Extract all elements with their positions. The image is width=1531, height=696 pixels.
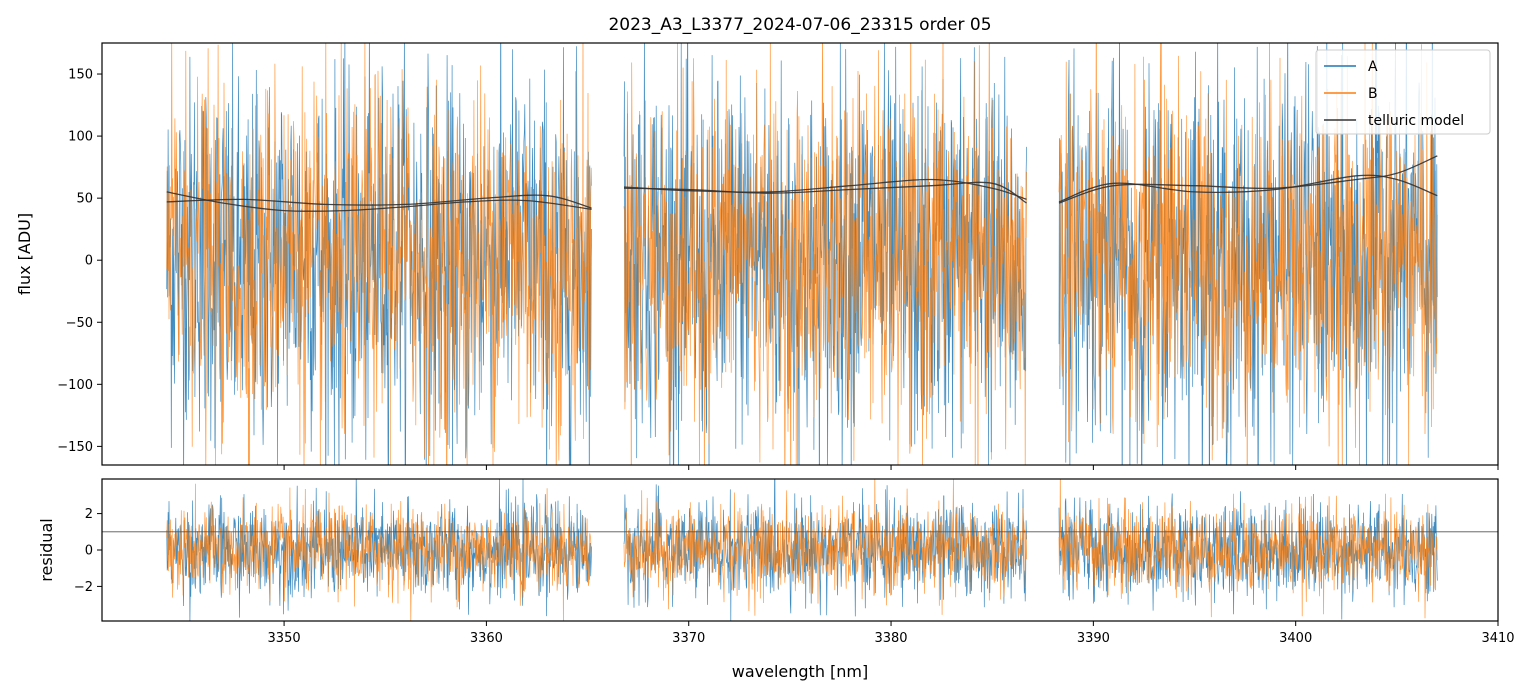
series-B-flux-segment-0	[166, 43, 592, 465]
telluric-model-segment-1-B	[623, 178, 1027, 201]
flux-y-tick-label: 100	[68, 130, 93, 145]
flux-y-tick-label: −100	[57, 378, 93, 393]
telluric-model-segment-1-A	[623, 181, 1027, 204]
series-A-flux-segment-0	[166, 43, 592, 465]
flux-y-tick-label: 50	[76, 192, 93, 207]
residual-panel: −2 0 2 3350 3360 3370 3380 3390 3400 3410 residu…	[37, 478, 1515, 646]
series-B-residual-segment-1	[623, 479, 1027, 616]
flux-y-tick-label: 150	[68, 68, 93, 83]
flux-y-tick-label: 0	[85, 254, 93, 269]
telluric-model-segment-2-B	[1058, 174, 1438, 203]
telluric-model-segment-0-A	[166, 191, 592, 212]
x-axis-label: wavelength [nm]	[732, 662, 869, 681]
series-B-flux-segment-1	[623, 43, 1027, 465]
x-tick-label: 3360	[470, 631, 503, 646]
series-B-residual	[166, 479, 1438, 621]
residual-y-axis-label: residual	[37, 518, 56, 581]
telluric-model-segment-0-B	[166, 194, 592, 209]
residual-y-tick-label: 2	[85, 507, 93, 522]
residual-y-tick-label: 0	[85, 544, 93, 559]
residual-y-ticks: −2 0 2	[74, 507, 102, 595]
flux-panel: −150 −100 −50 0 50 100 150 flux [ADU] A B tell…	[15, 42, 1499, 470]
flux-y-tick-label: −50	[66, 316, 93, 331]
x-tick-label: 3350	[268, 631, 301, 646]
x-tick-label: 3380	[874, 631, 907, 646]
legend-label-A: A	[1368, 59, 1378, 75]
series-B-residual-segment-2	[1058, 479, 1438, 619]
series-B-flux	[166, 43, 1438, 465]
flux-y-ticks: −150 −100 −50 0 50 100 150	[57, 68, 102, 455]
flux-plot-frame	[101, 42, 1499, 466]
legend: A B telluric model	[1315, 49, 1491, 135]
flux-x-ticks	[283, 465, 1499, 470]
residual-x-ticks: 3350 3360 3370 3380 3390 3400 3410	[268, 621, 1515, 646]
residual-y-tick-label: −2	[74, 580, 93, 595]
x-tick-label: 3400	[1279, 631, 1312, 646]
series-B-residual-segment-0	[166, 483, 592, 621]
flux-y-tick-label: −150	[57, 440, 93, 455]
x-tick-label: 3370	[672, 631, 705, 646]
legend-label-model: telluric model	[1368, 113, 1464, 129]
telluric-model-lines	[166, 155, 1438, 212]
x-tick-label: 3390	[1077, 631, 1110, 646]
telluric-model-segment-2-A	[1058, 155, 1438, 204]
series-A-flux-segment-1	[623, 43, 1027, 465]
legend-label-B: B	[1368, 86, 1378, 102]
chart-title: 2023_A3_L3377_2024-07-06_23315 order 05	[608, 15, 991, 35]
flux-y-axis-label: flux [ADU]	[15, 213, 34, 295]
series-B-flux-segment-2	[1058, 43, 1438, 465]
legend-box	[1315, 49, 1491, 135]
x-tick-label: 3410	[1481, 631, 1514, 646]
